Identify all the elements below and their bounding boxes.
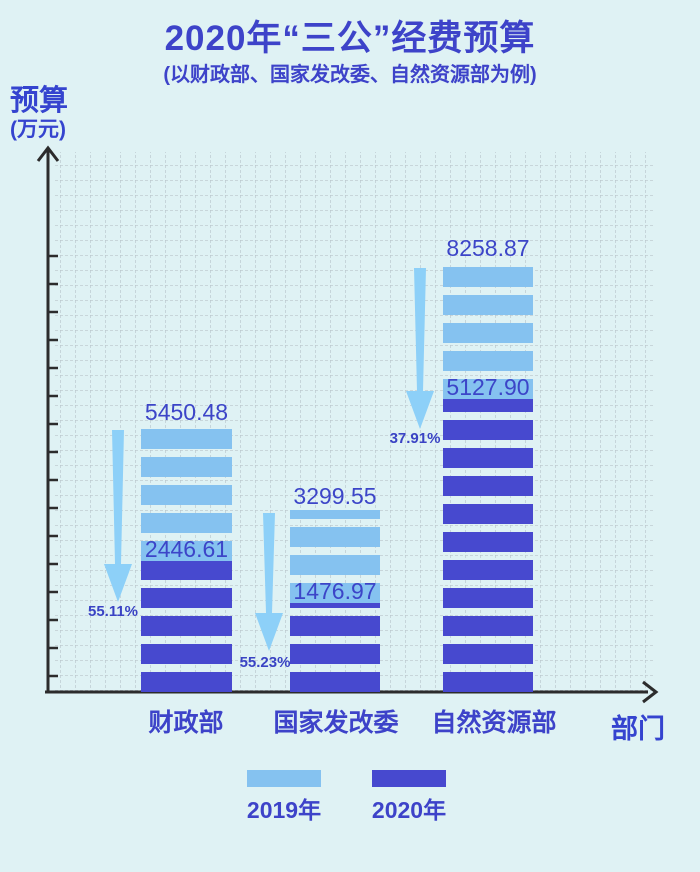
x-axis-arrow-icon [642,680,659,704]
y-axis-title-line1: 预算 [10,85,69,117]
page-subtitle: (以财政部、国家发改委、自然资源部为例) [163,64,537,86]
y-axis-title: 预算 (万元) [10,86,68,141]
bar-group-fagaiwei: 3299.55 1476.97 [290,484,380,692]
legend-swatch-2020-icon [372,770,446,787]
legend-label-2020: 2020年 [371,797,447,823]
decrease-arrow-icon [255,513,283,651]
y-axis-arrow-icon [36,145,60,162]
page-title: 2020年“三公”经费预算 [164,19,536,58]
legend-swatch-2019-icon [247,770,321,787]
legend-item-2019: 2019年 [242,770,326,825]
bar-2019-segment [290,510,380,603]
value-label-2019: 8258.87 [446,235,530,261]
bar-2019-segment [443,262,533,399]
y-axis-title-line2: (万元) [10,118,66,142]
y-axis-ticks [48,254,58,678]
decrease-percent: 55.23% [239,654,291,671]
decrease-percent: 55.11% [87,603,139,620]
value-label-2020: 5127.90 [446,374,530,400]
bar-2020-segment [141,561,232,692]
bar-group-ziranziyuanbu: 8258.87 5127.90 [443,236,533,692]
value-label-2019: 5450.48 [144,399,229,425]
value-label-2020: 2446.61 [144,536,229,562]
x-axis-title: 部门 [611,714,665,744]
legend-item-2020: 2020年 [367,770,451,825]
bar-2019-segment [141,426,232,561]
category-label-fagaiwei: 国家发改委 [273,709,399,737]
value-label-2020: 1476.97 [293,578,377,604]
bar-2020-segment [290,603,380,692]
decrease-percent: 37.91% [389,430,441,447]
category-label-ziranziyuanbu: 自然资源部 [431,709,557,737]
bar-group-caizhengbu: 5450.48 2446.61 [141,400,232,692]
value-label-2019: 3299.55 [293,483,377,509]
legend-label-2019: 2019年 [246,797,322,823]
decrease-arrow-icon [406,268,434,429]
category-label-caizhengbu: 财政部 [148,709,224,737]
decrease-arrow-icon [104,430,132,602]
bar-2020-segment [443,399,533,692]
